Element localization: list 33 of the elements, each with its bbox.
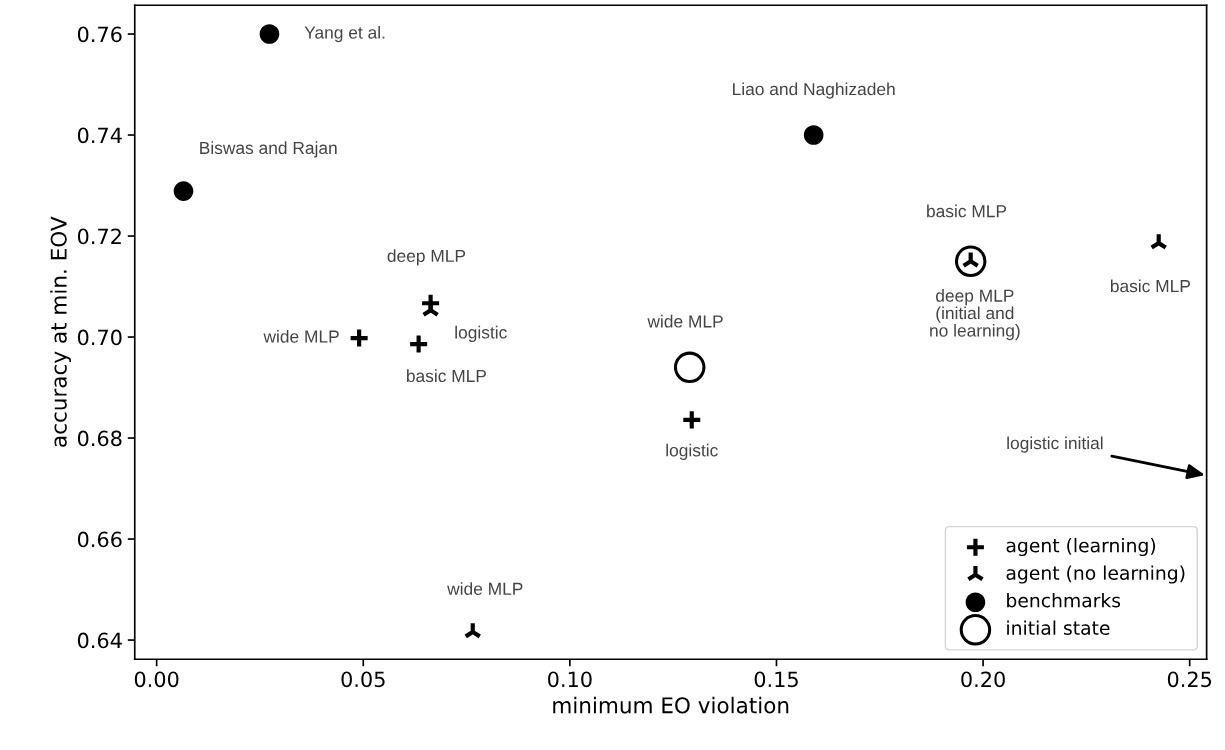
legend-label: initial state bbox=[1007, 620, 1110, 635]
annotation: wide MLP bbox=[647, 314, 723, 328]
annotation: Yang et al. bbox=[304, 25, 385, 43]
annotation: logistic initial bbox=[1007, 436, 1103, 453]
y-tick-label: 0.68 bbox=[77, 430, 122, 447]
x-tick-label: 0.00 bbox=[134, 671, 179, 688]
annotation: wide MLP bbox=[263, 329, 339, 343]
legend-label: agent (no learning) bbox=[1006, 565, 1185, 584]
annotation: deep MLP bbox=[387, 249, 466, 266]
x-tick-label: 0.20 bbox=[961, 671, 1005, 688]
x-tick-label: 0.10 bbox=[548, 671, 592, 688]
x-axis-title: minimum EO violation bbox=[553, 696, 789, 714]
y-tick-label: 0.74 bbox=[77, 127, 122, 144]
annotation: basic MLP bbox=[927, 204, 1007, 218]
y-tick-label: 0.70 bbox=[77, 329, 122, 346]
x-tick-label: 0.15 bbox=[754, 671, 798, 688]
y-tick-label: 0.64 bbox=[77, 632, 122, 649]
x-tick-label: 0.25 bbox=[1167, 671, 1212, 688]
annotation: basic MLP bbox=[407, 369, 487, 383]
x-tick-label: 0.05 bbox=[341, 671, 385, 688]
y-tick-label: 0.76 bbox=[77, 26, 122, 43]
legend-label: benchmarks bbox=[1007, 592, 1121, 608]
annotation: logistic bbox=[455, 325, 507, 342]
annotation: basic MLP bbox=[1110, 279, 1190, 293]
annotation: Liao and Naghizadeh bbox=[733, 82, 895, 99]
annotation: wide MLP bbox=[447, 582, 523, 595]
y-tick-label: 0.66 bbox=[77, 531, 122, 548]
annotation: deep MLP (initial and no learning) bbox=[930, 289, 1020, 341]
y-tick-label: 0.72 bbox=[77, 228, 121, 245]
annotation: logistic bbox=[666, 443, 718, 460]
annotation: Biswas and Rajan bbox=[200, 141, 337, 158]
y-axis-title: accuracy at min. EOV bbox=[50, 216, 71, 447]
legend-label: agent (learning) bbox=[1006, 537, 1156, 557]
